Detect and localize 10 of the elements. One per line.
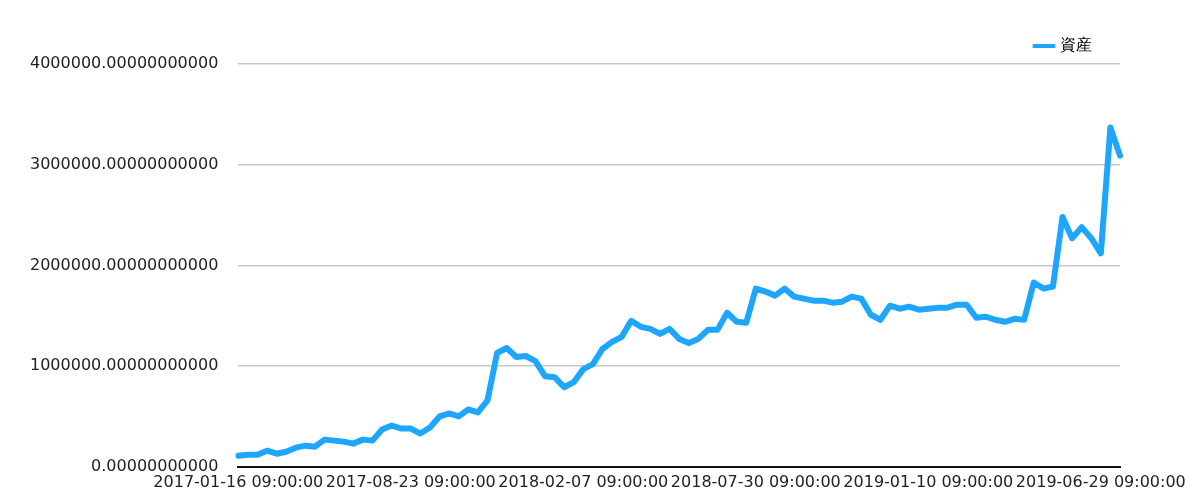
y-tick-label: 1000000.00000000000 [29,355,219,375]
x-tick-label: 2019-06-29 09:00:00 [1015,471,1186,491]
y-tick-label: 2000000.00000000000 [29,254,219,274]
x-tick-label: 2018-07-30 09:00:00 [670,471,841,491]
legend-label: 資産 [1060,35,1092,55]
y-tick-label: 4000000.00000000000 [29,53,219,73]
y-tick-label: 3000000.00000000000 [29,153,219,173]
x-tick-label: 2018-02-07 09:00:00 [498,471,669,491]
x-tick-label: 2017-08-23 09:00:00 [325,471,496,491]
x-tick-label: 2019-01-10 09:00:00 [843,471,1014,491]
